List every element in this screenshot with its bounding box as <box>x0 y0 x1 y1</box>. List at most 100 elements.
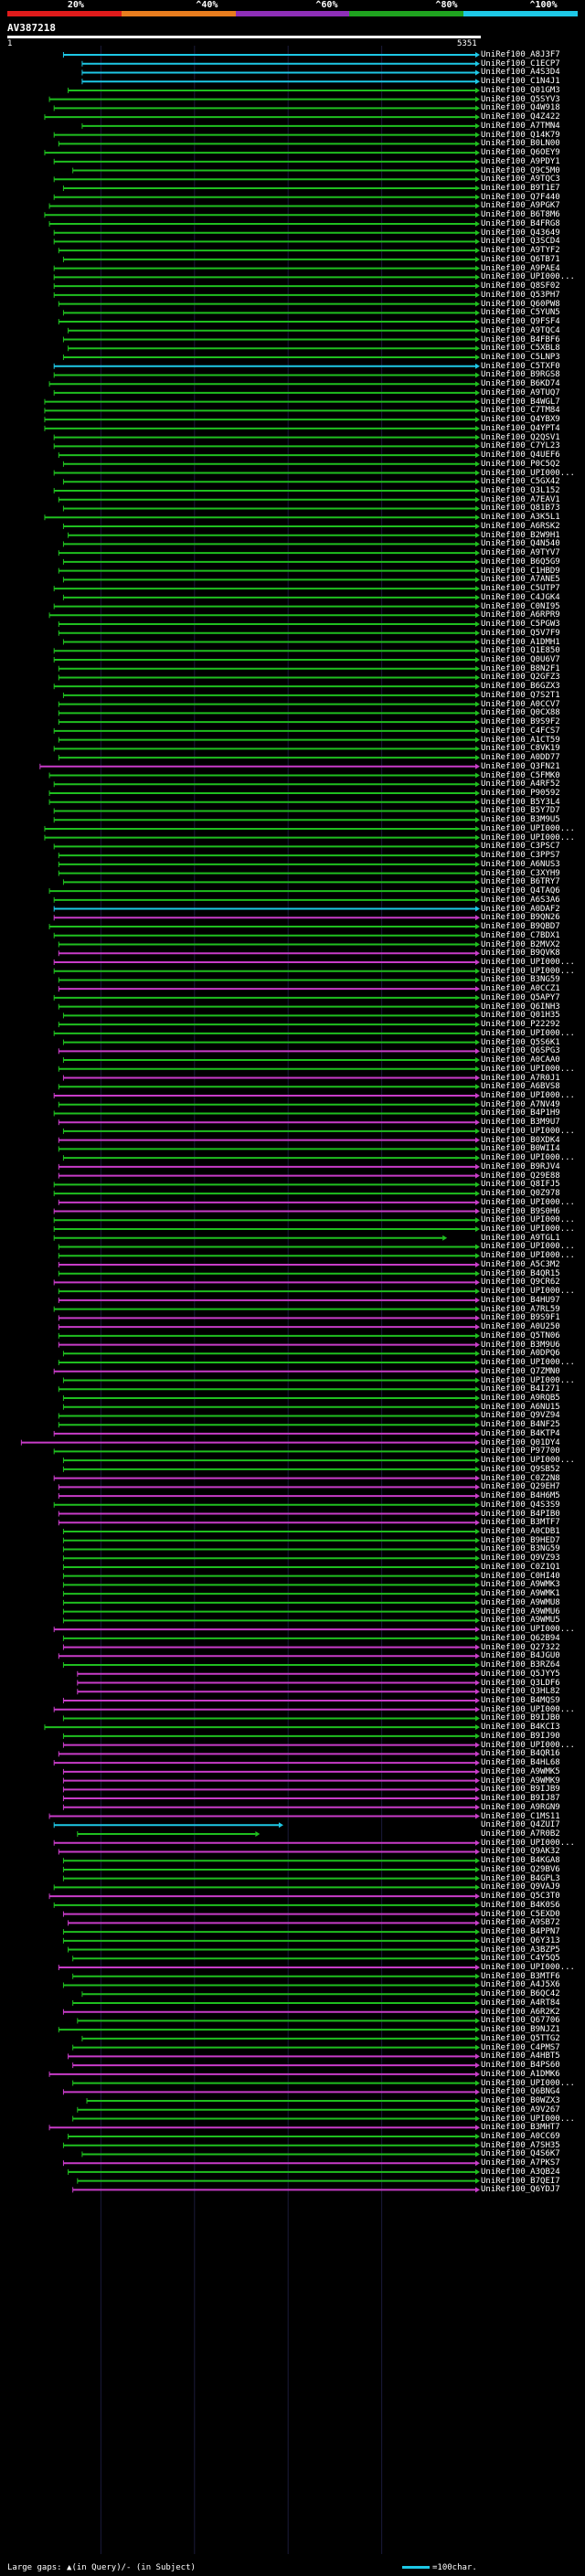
hit-label[interactable]: UniRef100_C1MS11 <box>481 1811 560 1821</box>
hit-label[interactable]: UniRef100_B3M9U5 <box>481 815 560 825</box>
hit-label[interactable]: UniRef100_P90592 <box>481 789 560 798</box>
hit-label[interactable]: UniRef100_A4RF52 <box>481 779 560 790</box>
hit-label[interactable]: UniRef100_UPI000... <box>481 1224 575 1235</box>
hit-label[interactable]: UniRef100_A9WMU6 <box>481 1606 560 1617</box>
hit-label[interactable]: UniRef100_Q5V7F9 <box>481 628 560 638</box>
hit-label[interactable]: UniRef100_Q53PH7 <box>481 290 560 300</box>
hit-label[interactable]: UniRef100_B9RGS8 <box>481 370 560 380</box>
hit-label[interactable]: UniRef100_A9WMK5 <box>481 1766 560 1776</box>
hit-label[interactable]: UniRef100_B4GPL3 <box>481 1873 560 1883</box>
hit-label[interactable]: UniRef100_Q01DY4 <box>481 1437 560 1447</box>
hit-label[interactable]: UniRef100_A3BZP5 <box>481 1945 560 1955</box>
hit-label[interactable]: UniRef100_A6R2K2 <box>481 2007 560 2017</box>
hit-label[interactable]: UniRef100_A9TGL1 <box>481 1233 560 1243</box>
hit-label[interactable]: UniRef100_A3QB24 <box>481 2167 560 2177</box>
hit-label[interactable]: UniRef100_UPI000... <box>481 1375 575 1385</box>
hit-label[interactable]: UniRef100_Q4YPT4 <box>481 423 560 433</box>
hit-label[interactable]: UniRef100_B4KGA8 <box>481 1856 560 1866</box>
hit-label[interactable]: UniRef100_Q4W918 <box>481 103 560 113</box>
hit-label[interactable]: UniRef100_Q6YDJ7 <box>481 2185 560 2195</box>
hit-label[interactable]: UniRef100_A7TMN4 <box>481 121 560 131</box>
hit-label[interactable]: UniRef100_B9S9F1 <box>481 1313 560 1323</box>
hit-label[interactable]: UniRef100_Q9CR62 <box>481 1277 560 1288</box>
hit-label[interactable]: UniRef100_B3MTF6 <box>481 1971 560 1981</box>
hit-label[interactable]: UniRef100_UPI000... <box>481 2114 575 2124</box>
hit-label[interactable]: UniRef100_Q3HL82 <box>481 1687 560 1697</box>
hit-label[interactable]: UniRef100_C5LNP3 <box>481 352 560 362</box>
hit-label[interactable]: UniRef100_UPI000... <box>481 1197 575 1207</box>
hit-label[interactable]: UniRef100_B4WGL7 <box>481 397 560 407</box>
hit-label[interactable]: UniRef100_B0WZX3 <box>481 2096 560 2106</box>
hit-label[interactable]: UniRef100_A9WMU8 <box>481 1597 560 1607</box>
hit-label[interactable]: UniRef100_B4NF25 <box>481 1420 560 1430</box>
hit-label[interactable]: UniRef100_B4QR16 <box>481 1749 560 1759</box>
hit-label[interactable]: UniRef100_B4PS60 <box>481 2061 560 2071</box>
hit-label[interactable]: UniRef100_A4RT84 <box>481 1998 560 2008</box>
hit-label[interactable]: UniRef100_Q01H35 <box>481 1011 560 1021</box>
hit-label[interactable]: UniRef100_UPI000... <box>481 1242 575 1252</box>
hit-label[interactable]: UniRef100_A7ANE5 <box>481 575 560 585</box>
hit-label[interactable]: UniRef100_Q4Z422 <box>481 112 560 122</box>
hit-label[interactable]: UniRef100_A7PKS7 <box>481 2158 560 2168</box>
hit-label[interactable]: UniRef100_Q62B94 <box>481 1633 560 1643</box>
hit-label[interactable]: UniRef100_A6RPR9 <box>481 610 560 620</box>
hit-label[interactable]: UniRef100_C7BDX1 <box>481 930 560 940</box>
hit-label[interactable]: UniRef100_B3M9U6 <box>481 1340 560 1350</box>
hit-label[interactable]: UniRef100_Q4N540 <box>481 539 560 549</box>
hit-label[interactable]: UniRef100_Q4S3S9 <box>481 1500 560 1510</box>
hit-label[interactable]: UniRef100_UPI000... <box>481 1287 575 1297</box>
hit-label[interactable]: UniRef100_B4PPN7 <box>481 1927 560 1937</box>
hit-label[interactable]: UniRef100_B9IJ90 <box>481 1731 560 1741</box>
hit-label[interactable]: UniRef100_A3K5L1 <box>481 513 560 523</box>
hit-label[interactable]: UniRef100_C5PGW3 <box>481 620 560 630</box>
hit-label[interactable]: UniRef100_B4KTP4 <box>481 1428 560 1438</box>
hit-label[interactable]: UniRef100_Q29EH7 <box>481 1482 560 1492</box>
hit-label[interactable]: UniRef100_UPI000... <box>481 272 575 282</box>
hit-label[interactable]: UniRef100_A0DAF2 <box>481 904 560 914</box>
hit-label[interactable]: UniRef100_UPI000... <box>481 1456 575 1466</box>
hit-label[interactable]: UniRef100_B4FRG8 <box>481 218 560 228</box>
hit-label[interactable]: UniRef100_B4JGU0 <box>481 1651 560 1661</box>
hit-label[interactable]: UniRef100_B3M9U7 <box>481 1118 560 1128</box>
hit-label[interactable]: UniRef100_A6NU15 <box>481 1402 560 1412</box>
hit-label[interactable]: UniRef100_Q9FSF4 <box>481 317 560 327</box>
hit-label[interactable]: UniRef100_A7SH35 <box>481 2140 560 2150</box>
hit-label[interactable]: UniRef100_B5Y7D7 <box>481 806 560 816</box>
hit-label[interactable]: UniRef100_Q4ZUI7 <box>481 1820 560 1830</box>
hit-label[interactable]: UniRef100_Q5S6K1 <box>481 1037 560 1047</box>
hit-label[interactable]: UniRef100_Q14K79 <box>481 130 560 140</box>
hit-label[interactable]: UniRef100_UPI000... <box>481 468 575 478</box>
hit-label[interactable]: UniRef100_A1DMK6 <box>481 2069 560 2079</box>
hit-label[interactable]: UniRef100_UPI000... <box>481 1838 575 1848</box>
hit-label[interactable]: UniRef100_Q81B73 <box>481 504 560 514</box>
hit-label[interactable]: UniRef100_A0DD77 <box>481 753 560 763</box>
hit-label[interactable]: UniRef100_Q9C5M0 <box>481 165 560 175</box>
hit-label[interactable]: UniRef100_C0NI95 <box>481 601 560 611</box>
hit-label[interactable]: UniRef100_Q4YBX9 <box>481 415 560 425</box>
hit-label[interactable]: UniRef100_B9NJZ1 <box>481 2025 560 2035</box>
hit-label[interactable]: UniRef100_A9TQC3 <box>481 175 560 185</box>
hit-label[interactable]: UniRef100_Q7S2T1 <box>481 690 560 700</box>
hit-label[interactable]: UniRef100_C1ECP7 <box>481 58 560 69</box>
hit-label[interactable]: UniRef100_Q5SYV3 <box>481 94 560 104</box>
hit-label[interactable]: UniRef100_Q7F440 <box>481 192 560 202</box>
hit-label[interactable]: UniRef100_A9WMK1 <box>481 1589 560 1599</box>
hit-label[interactable]: UniRef100_P22292 <box>481 1020 560 1030</box>
hit-label[interactable]: UniRef100_A5C3M2 <box>481 1259 560 1269</box>
hit-label[interactable]: UniRef100_B6TRY7 <box>481 877 560 887</box>
hit-label[interactable]: UniRef100_Q3L152 <box>481 486 560 495</box>
hit-label[interactable]: UniRef100_Q3LDF6 <box>481 1678 560 1688</box>
hit-label[interactable]: UniRef100_C5TXF0 <box>481 361 560 371</box>
hit-label[interactable]: UniRef100_A7R0J1 <box>481 1073 560 1083</box>
hit-label[interactable]: UniRef100_A7RL59 <box>481 1304 560 1314</box>
hit-label[interactable]: UniRef100_C3PPS7 <box>481 851 560 861</box>
hit-label[interactable]: UniRef100_Q2GFZ3 <box>481 673 560 683</box>
hit-label[interactable]: UniRef100_C5GX42 <box>481 477 560 487</box>
hit-label[interactable]: UniRef100_A9TUQ7 <box>481 387 560 398</box>
hit-label[interactable]: UniRef100_Q6TB71 <box>481 254 560 264</box>
hit-label[interactable]: UniRef100_B3NG59 <box>481 975 560 985</box>
hit-label[interactable]: UniRef100_B9QN26 <box>481 913 560 923</box>
hit-label[interactable]: UniRef100_B5Y3L4 <box>481 797 560 807</box>
hit-label[interactable]: UniRef100_A4S3D4 <box>481 68 560 78</box>
hit-label[interactable]: UniRef100_Q9AK32 <box>481 1847 560 1857</box>
